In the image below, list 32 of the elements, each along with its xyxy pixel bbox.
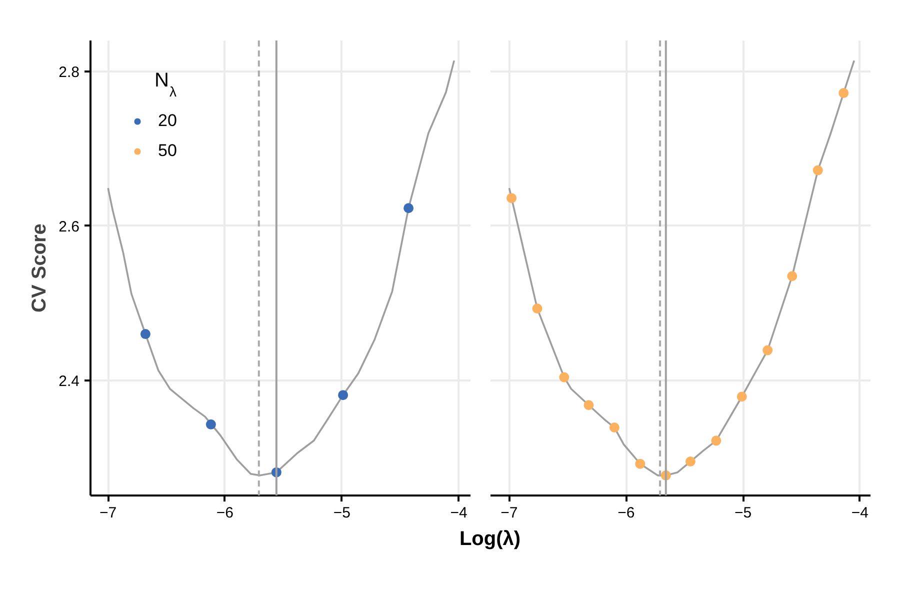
point [338, 390, 348, 400]
point [711, 436, 722, 446]
x-tick-label: −5 [734, 504, 752, 522]
point [532, 304, 542, 314]
legend-label: 50 [158, 141, 178, 161]
point [140, 329, 150, 340]
point [635, 458, 646, 469]
point [762, 345, 773, 356]
point [584, 400, 594, 410]
y-tick-label: 2.8 [58, 64, 80, 81]
x-axis-title: Log(λ) [459, 527, 521, 552]
y-tick-label: 2.4 [58, 372, 80, 390]
x-tick-label: −7 [99, 504, 117, 522]
y-tick-label: 2.6 [58, 218, 80, 236]
legend-label: 20 [158, 111, 178, 131]
point [838, 88, 849, 98]
x-tick-label: −6 [618, 504, 635, 522]
point [404, 203, 414, 214]
point [506, 193, 517, 204]
y-axis-title: CV Score [28, 224, 51, 312]
point [609, 422, 620, 433]
point [206, 419, 216, 430]
point [559, 372, 570, 382]
point [787, 271, 798, 282]
point [736, 392, 747, 402]
x-tick-label: −5 [333, 504, 350, 522]
x-tick-label: −4 [851, 504, 869, 522]
x-tick-label: −4 [450, 504, 468, 522]
point [685, 456, 696, 466]
x-tick-label: −7 [500, 504, 518, 522]
x-tick-label: −6 [216, 504, 234, 522]
point [812, 165, 823, 176]
